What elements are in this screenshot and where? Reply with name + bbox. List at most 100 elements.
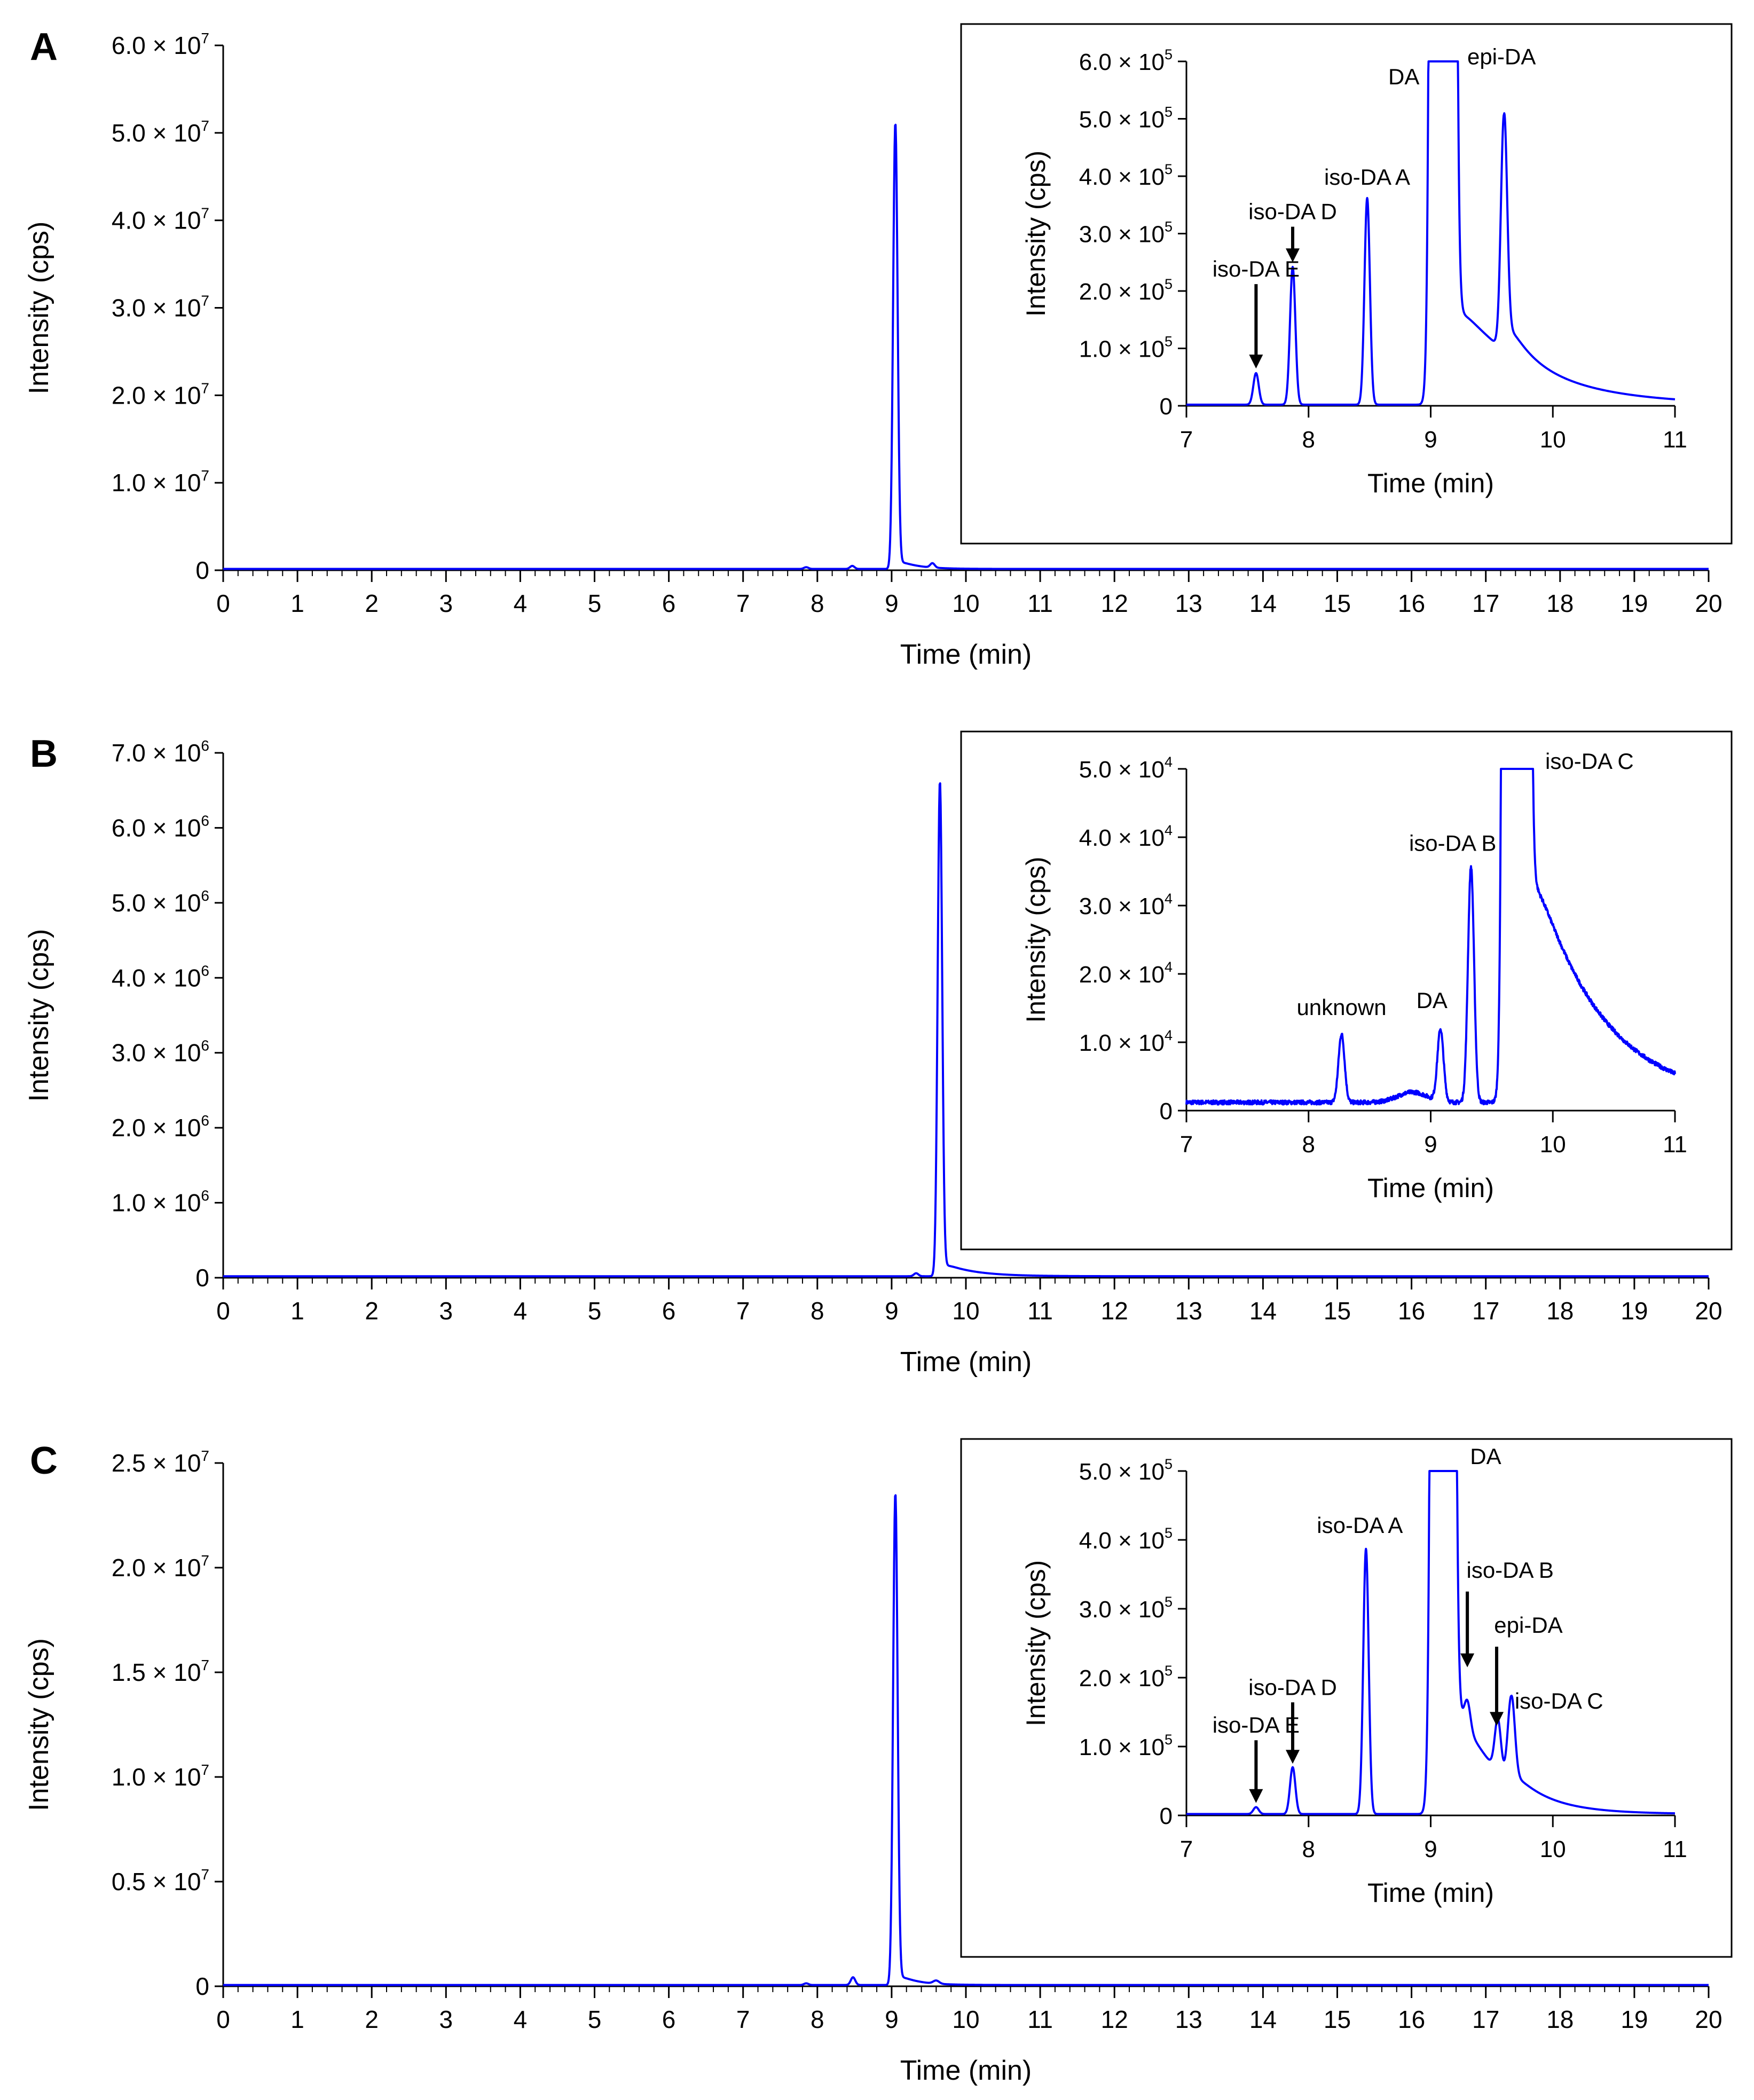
inset-x-tick-label: 8 <box>1302 1131 1315 1158</box>
main-y-tick-mantissa: 4.0 × 10 <box>112 964 201 992</box>
inset-trace <box>1185 768 1676 1106</box>
inset-y-tick-exponent: 5 <box>1165 334 1173 350</box>
inset-y-tick-mantissa: 5.0 × 10 <box>1079 107 1165 133</box>
inset-x-axis-title: Time (min) <box>1367 468 1494 498</box>
peak-label: iso-DA D <box>1248 199 1337 224</box>
main-y-tick-exponent: 7 <box>201 117 209 134</box>
inset-y-tick-mantissa: 5.0 × 10 <box>1079 1459 1165 1485</box>
main-y-tick-exponent: 6 <box>201 1187 209 1204</box>
main-y-tick-mantissa: 0 <box>195 1972 209 2000</box>
main-x-tick-label: 0 <box>216 2005 230 2033</box>
main-y-tick-mantissa: 6.0 × 10 <box>112 32 201 59</box>
inset-y-tick-exponent: 4 <box>1165 891 1173 907</box>
main-y-tick-exponent: 7 <box>201 380 209 396</box>
main-x-tick-label: 3 <box>439 2005 453 2033</box>
main-x-tick-label: 18 <box>1546 589 1574 617</box>
main-x-tick-label: 9 <box>885 2005 899 2033</box>
inset-x-tick-label: 8 <box>1302 1836 1315 1862</box>
inset-x-tick-label: 9 <box>1424 1131 1437 1158</box>
main-y-tick-exponent: 6 <box>201 737 209 754</box>
inset-y-tick-mantissa: 6.0 × 10 <box>1079 49 1165 75</box>
main-x-tick-label: 9 <box>885 589 899 617</box>
inset-y-tick-label: 1.0 × 104 <box>1079 1027 1173 1056</box>
inset-x-tick-label: 8 <box>1302 427 1315 453</box>
main-y-tick-exponent: 7 <box>201 1552 209 1569</box>
main-x-tick-label: 4 <box>514 2005 528 2033</box>
main-trace <box>222 782 1710 1278</box>
main-x-tick-label: 12 <box>1101 2005 1128 2033</box>
main-y-tick-exponent: 6 <box>201 1112 209 1129</box>
main-x-tick-label: 12 <box>1101 589 1128 617</box>
inset-y-tick-exponent: 5 <box>1165 104 1173 120</box>
inset-x-tick-label: 7 <box>1180 1836 1193 1862</box>
peak-label: iso-DA A <box>1324 164 1410 190</box>
main-trace <box>222 123 1710 570</box>
main-y-tick-mantissa: 6.0 × 10 <box>112 814 201 841</box>
main-x-tick-label: 8 <box>811 589 824 617</box>
inset-y-tick-exponent: 5 <box>1165 276 1173 292</box>
main-x-tick-label: 14 <box>1249 2005 1277 2033</box>
inset-y-tick-mantissa: 4.0 × 10 <box>1079 825 1165 851</box>
inset-y-tick-mantissa: 1.0 × 10 <box>1079 1030 1165 1056</box>
inset-y-tick-label: 2.0 × 104 <box>1079 959 1173 988</box>
panel-label: B <box>30 733 58 775</box>
main-x-tick-label: 12 <box>1101 1297 1128 1325</box>
main-y-tick-mantissa: 1.5 × 10 <box>112 1658 201 1686</box>
inset-y-tick-mantissa: 4.0 × 10 <box>1079 1528 1165 1554</box>
inset-y-tick-label: 3.0 × 104 <box>1079 891 1173 919</box>
peak-label: iso-DA B <box>1409 831 1496 856</box>
inset-x-tick-label: 9 <box>1424 427 1437 453</box>
peak-arrow-head <box>1249 1789 1263 1803</box>
main-y-tick-label: 4.0 × 107 <box>112 205 209 234</box>
main-y-axis-title: Intensity (cps) <box>23 222 54 395</box>
inset-y-tick-exponent: 5 <box>1165 46 1173 62</box>
peak-label: epi-DA <box>1467 44 1536 69</box>
peak-label: DA <box>1470 1444 1501 1469</box>
inset-x-tick-label: 10 <box>1540 1836 1566 1862</box>
main-y-tick-label: 4.0 × 106 <box>112 962 209 992</box>
main-y-tick-mantissa: 1.0 × 10 <box>112 1189 201 1217</box>
main-y-tick-label: 2.0 × 106 <box>112 1112 209 1142</box>
main-x-tick-label: 4 <box>514 589 528 617</box>
peak-label: iso-DA D <box>1248 1674 1337 1700</box>
main-x-tick-label: 1 <box>290 1297 304 1325</box>
peak-label: iso-DA C <box>1515 1688 1603 1713</box>
main-y-tick-mantissa: 2.0 × 10 <box>112 1554 201 1582</box>
peak-label: iso-DA A <box>1317 1513 1403 1538</box>
main-x-tick-label: 5 <box>588 1297 602 1325</box>
main-x-tick-label: 0 <box>216 1297 230 1325</box>
main-y-tick-exponent: 7 <box>201 293 209 309</box>
inset-y-tick-mantissa: 0 <box>1160 1098 1173 1124</box>
inset-y-tick-mantissa: 1.0 × 10 <box>1079 336 1165 363</box>
main-x-tick-label: 1 <box>290 2005 304 2033</box>
peak-arrow-head <box>1249 355 1263 369</box>
inset-y-axis-title: Intensity (cps) <box>1021 1560 1051 1726</box>
inset-y-tick-label: 0 <box>1160 1803 1173 1829</box>
main-x-axis-title: Time (min) <box>900 1347 1032 1378</box>
main-y-tick-label: 0.5 × 107 <box>112 1866 209 1895</box>
main-y-tick-mantissa: 5.0 × 10 <box>112 119 201 147</box>
main-x-tick-label: 2 <box>365 589 379 617</box>
inset-y-tick-exponent: 5 <box>1165 1456 1173 1472</box>
main-x-tick-label: 18 <box>1546 2005 1574 2033</box>
main-x-tick-label: 20 <box>1695 2005 1722 2033</box>
main-y-tick-mantissa: 2.0 × 10 <box>112 1114 201 1142</box>
main-y-tick-label: 1.0 × 106 <box>112 1187 209 1217</box>
main-y-tick-mantissa: 2.0 × 10 <box>112 381 201 409</box>
inset-y-tick-mantissa: 3.0 × 10 <box>1079 1596 1165 1623</box>
main-x-axis-title: Time (min) <box>900 639 1032 670</box>
main-y-tick-mantissa: 4.0 × 10 <box>112 207 201 234</box>
main-y-tick-mantissa: 3.0 × 10 <box>112 294 201 322</box>
main-y-tick-label: 6.0 × 106 <box>112 812 209 841</box>
main-y-tick-exponent: 7 <box>201 1448 209 1464</box>
inset-y-tick-exponent: 4 <box>1165 959 1173 975</box>
main-y-tick-label: 0 <box>195 1264 209 1292</box>
inset-y-tick-mantissa: 5.0 × 10 <box>1079 757 1165 783</box>
main-x-tick-label: 11 <box>1027 1297 1053 1325</box>
main-y-tick-exponent: 6 <box>201 962 209 979</box>
main-y-tick-label: 2.5 × 107 <box>112 1448 209 1477</box>
